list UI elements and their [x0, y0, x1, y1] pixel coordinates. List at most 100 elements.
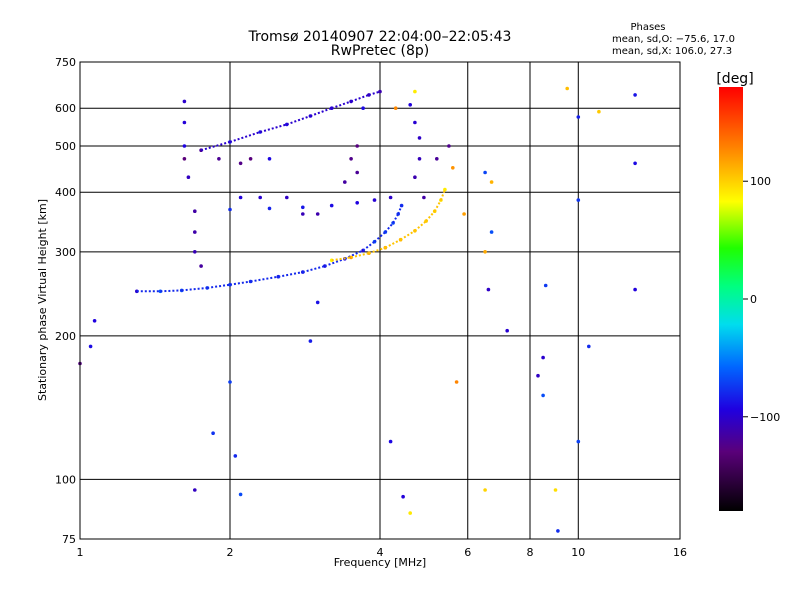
series-1 — [329, 187, 447, 263]
data-point — [372, 198, 377, 202]
trace-segment — [414, 220, 427, 232]
y-tick-label: 300 — [55, 246, 76, 259]
plot-frame — [79, 61, 681, 540]
data-point — [541, 355, 545, 360]
data-point — [388, 439, 393, 444]
data-point — [315, 212, 320, 216]
trace-segment — [368, 246, 386, 255]
x-tick-label: 2 — [227, 546, 234, 559]
trace-segment — [229, 280, 251, 286]
data-point — [587, 344, 591, 349]
data-point — [633, 161, 637, 166]
data-point — [355, 170, 360, 175]
y-axis-label: Stationary phase Virtual Height [km] — [36, 199, 49, 401]
data-point — [565, 86, 569, 91]
data-point — [489, 180, 494, 184]
data-point — [238, 161, 243, 166]
trace-segment — [368, 90, 381, 96]
data-point — [182, 120, 187, 125]
data-point — [267, 157, 272, 161]
data-point — [248, 157, 253, 161]
chart-subtitle: RwPretec (8p) — [331, 43, 429, 59]
stats-line-o: mean, sd,O: −75.6, 17.0 — [612, 34, 735, 45]
stats-heading: Phases — [630, 22, 665, 33]
data-point — [413, 120, 417, 125]
data-point — [193, 250, 197, 254]
trace-segment — [350, 252, 370, 259]
data-point — [238, 195, 243, 200]
x-tick-label: 16 — [673, 546, 687, 559]
data-point — [451, 166, 455, 170]
trace-segment — [181, 286, 208, 292]
series-5 — [393, 86, 601, 515]
data-point — [92, 319, 97, 323]
y-tick-label: 200 — [55, 330, 76, 343]
x-tick-label: 8 — [527, 546, 534, 559]
data-point — [417, 136, 422, 140]
grid-lines — [80, 62, 680, 539]
trace-segment — [324, 257, 346, 268]
data-point — [408, 103, 413, 107]
data-point — [211, 431, 215, 436]
y-tick-label: 750 — [55, 56, 76, 69]
data-point — [633, 287, 637, 292]
series-6 — [193, 93, 637, 533]
trace-segment — [350, 93, 370, 103]
colorbar — [719, 87, 743, 511]
trace-segment — [229, 131, 261, 143]
data-point — [301, 212, 305, 216]
data-point — [408, 511, 413, 515]
data-point — [633, 93, 637, 97]
trace-segment — [439, 189, 446, 201]
data-point — [553, 488, 558, 492]
data-point — [447, 144, 451, 148]
trace-segment — [200, 140, 231, 152]
series-3 — [193, 195, 393, 213]
data-point — [417, 157, 422, 161]
data-point — [349, 157, 353, 161]
trace-segment — [331, 100, 352, 110]
data-point — [489, 230, 494, 234]
data-point — [399, 203, 404, 208]
trace-segment — [373, 231, 386, 243]
data-point — [228, 380, 232, 384]
data-point — [576, 115, 581, 119]
data-point — [462, 212, 466, 216]
data-point — [233, 454, 238, 458]
trace-segment — [250, 275, 279, 283]
data-point — [193, 209, 197, 213]
trace-segment — [160, 289, 182, 293]
chart-title: Tromsø 20140907 22:04:00–22:05:43 — [248, 29, 512, 45]
colorbar-label: [deg] — [716, 71, 753, 87]
trace-segment — [400, 229, 416, 241]
trace-segment — [286, 115, 311, 126]
data-points — [78, 86, 637, 533]
data-point — [435, 157, 439, 161]
data-point — [88, 344, 93, 349]
data-point — [308, 339, 313, 343]
data-point — [541, 393, 545, 398]
data-point — [217, 157, 221, 161]
data-point — [543, 283, 548, 288]
data-point — [413, 89, 417, 94]
series-4 — [78, 99, 451, 366]
data-point — [483, 250, 487, 254]
data-point — [505, 328, 510, 333]
data-point — [182, 144, 187, 148]
data-point — [238, 492, 243, 497]
data-point — [556, 529, 560, 533]
data-point — [378, 89, 382, 94]
data-point — [228, 207, 232, 212]
x-tick-label: 4 — [377, 546, 384, 559]
x-tick-label: 6 — [464, 546, 471, 559]
data-point — [343, 180, 347, 184]
data-point — [483, 488, 487, 492]
data-point — [315, 300, 320, 305]
data-point — [443, 187, 447, 192]
trace-segment — [397, 205, 403, 215]
trace-segment — [259, 123, 288, 133]
data-point — [186, 175, 191, 179]
colorbar-tick-label: −100 — [750, 411, 780, 424]
data-point — [454, 380, 459, 384]
data-point — [422, 195, 426, 200]
